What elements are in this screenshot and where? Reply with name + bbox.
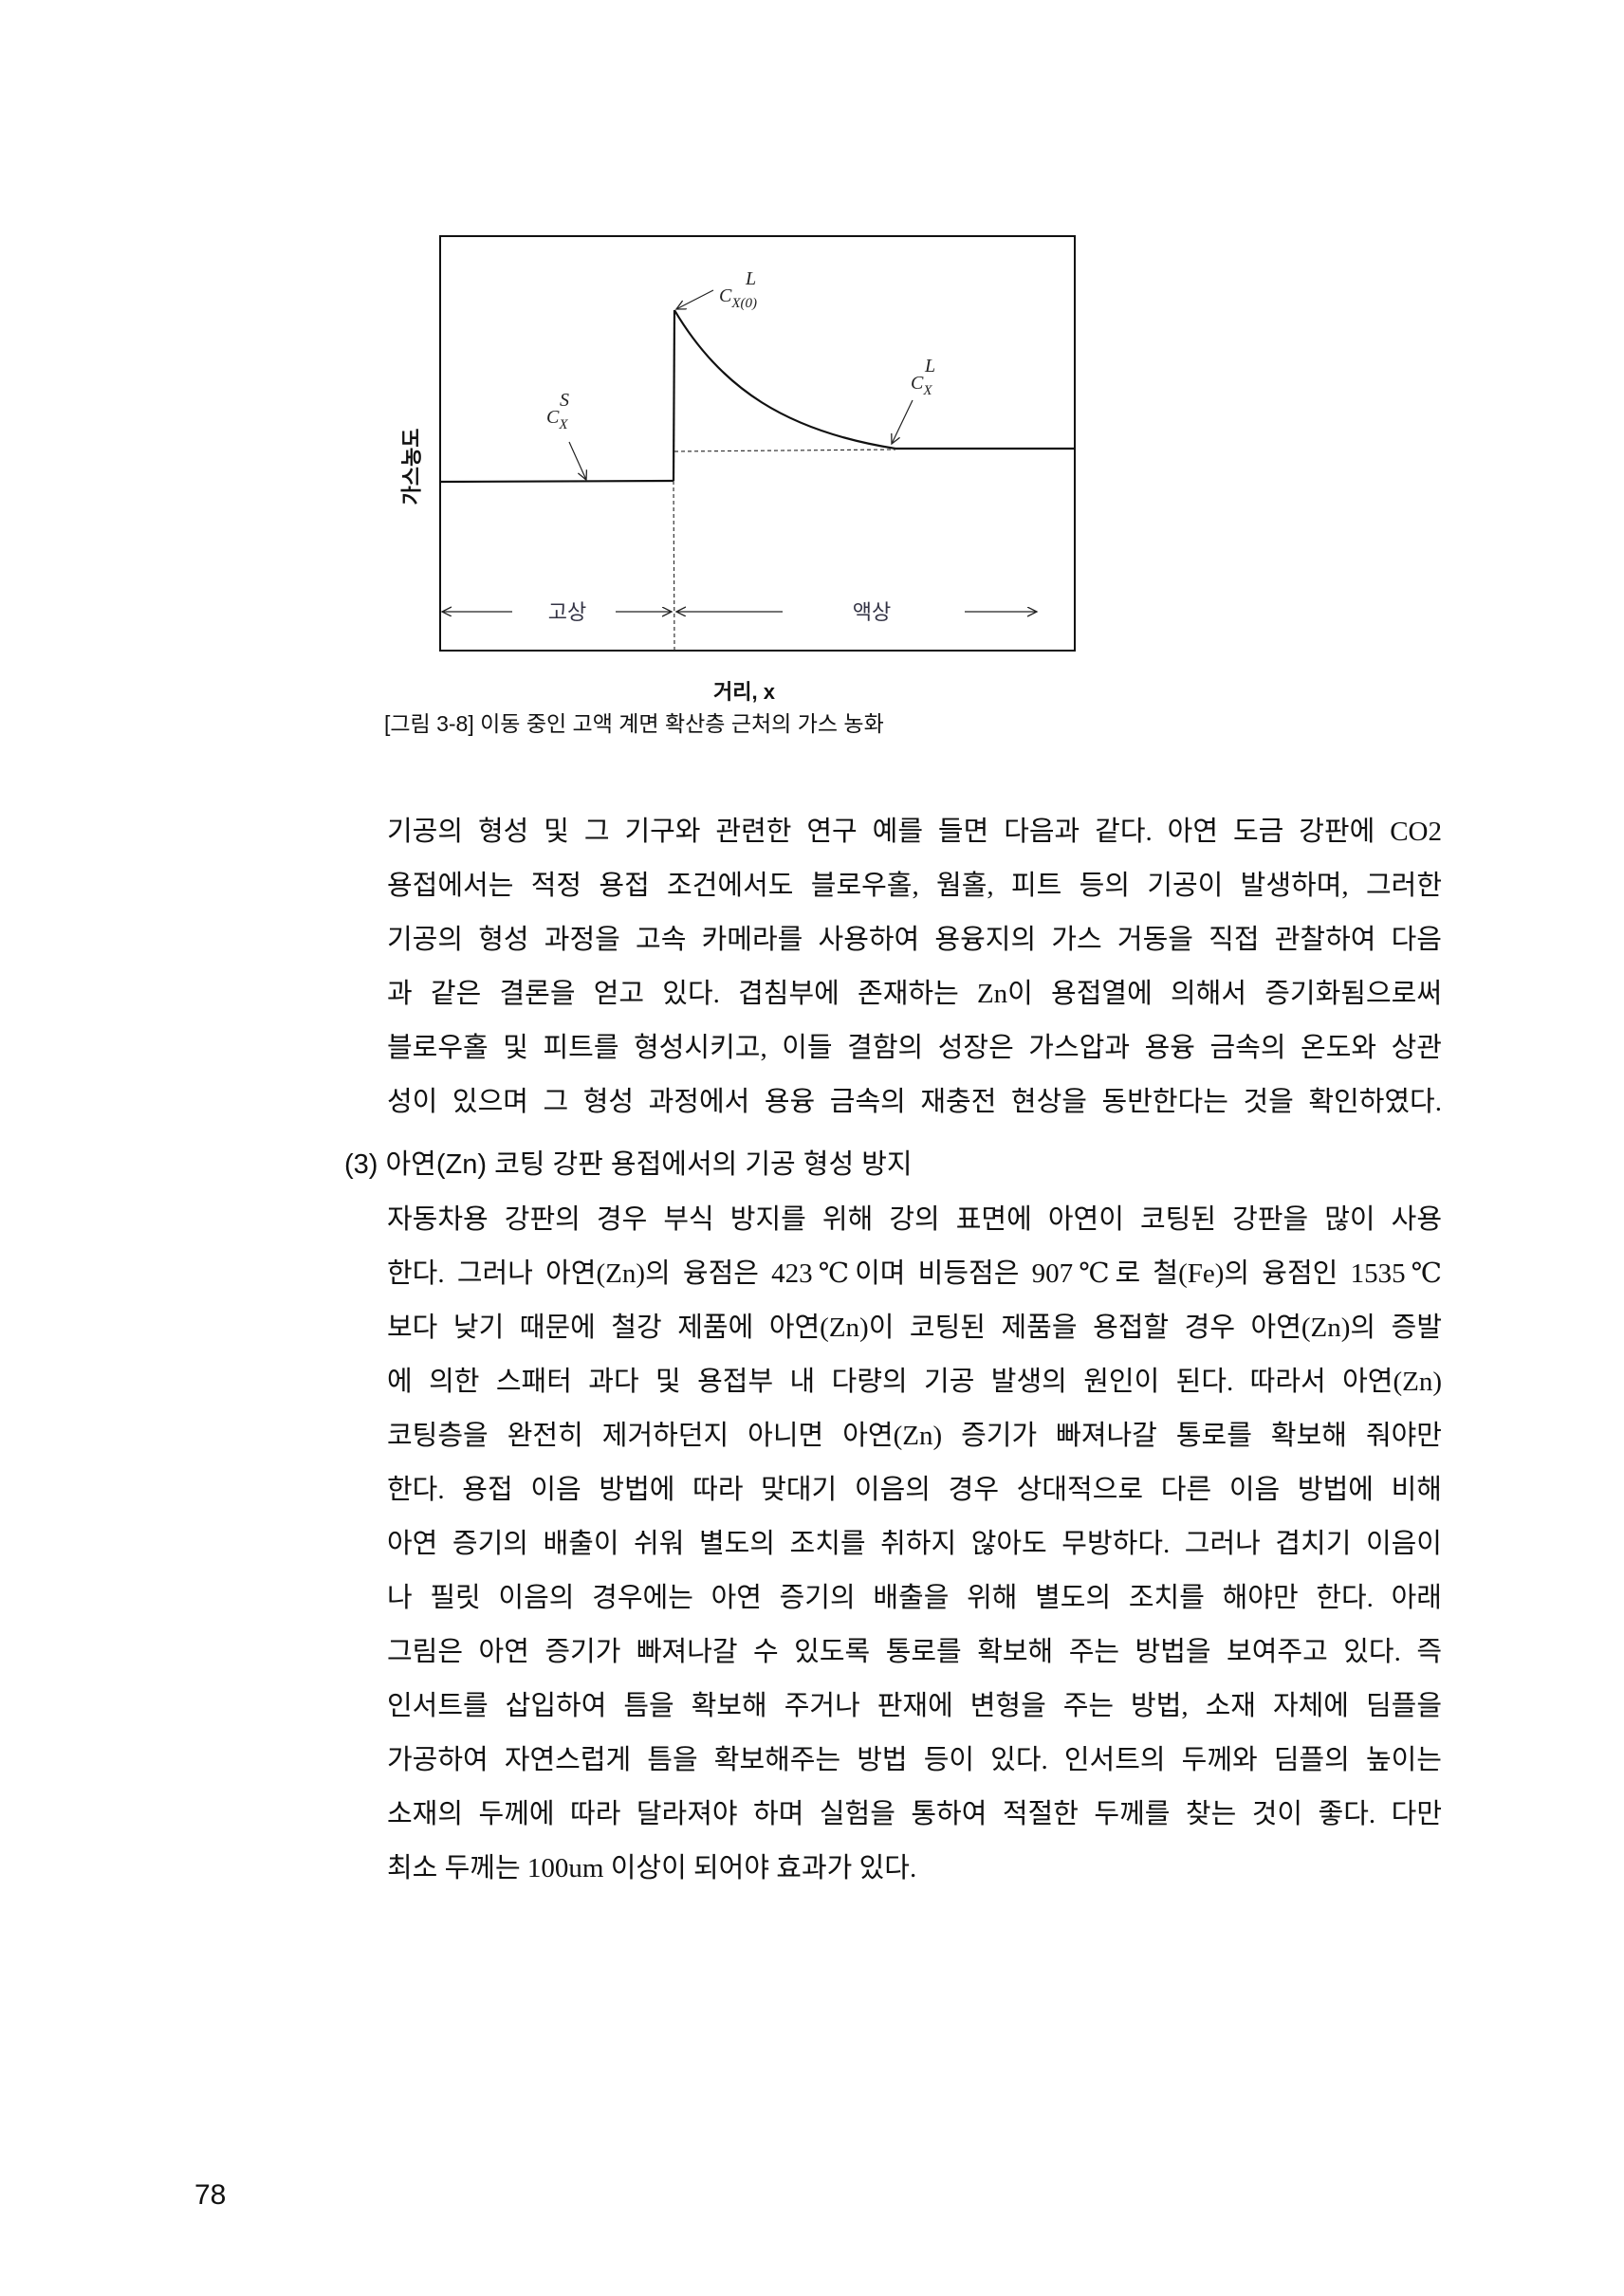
text-line: 소재의 두께에 따라 달라져야 하며 실험을 통하여 적절한 두께를 찾는 것이… bbox=[387, 1799, 1442, 1829]
text-line: 기공의 형성 및 그 기구와 관련한 연구 예를 들면 다음과 같다. 아연 도… bbox=[387, 817, 1442, 847]
label-solid: CX S bbox=[546, 390, 586, 480]
text-line: 인서트를 삽입하여 틈을 확보해 주거나 판재에 변형을 주는 방법, 소재 자… bbox=[387, 1691, 1442, 1721]
region-liquid-label: 액상 bbox=[853, 600, 891, 624]
text-line: 그림은 아연 증기가 빠져나갈 수 있도록 통로를 확보해 주는 방법을 보여주… bbox=[387, 1637, 1442, 1667]
solid-concentration-line bbox=[439, 479, 674, 484]
text-line: 과 같은 결론을 얻고 있다. 겹침부에 존재하는 Zn이 용접열에 의해서 증… bbox=[387, 979, 1442, 1009]
text-line: 가공하여 자연스럽게 틈을 확보해주는 방법 등이 있다. 인서트의 두께와 딤… bbox=[387, 1745, 1442, 1775]
text-line: 자동차용 강판의 경우 부식 방지를 위해 강의 표면에 아연이 코팅된 강판을… bbox=[387, 1204, 1442, 1235]
text-line: 에 의한 스패터 과다 및 용접부 내 다량의 기공 발생의 원인이 된다. 따… bbox=[387, 1367, 1442, 1397]
page-number: 78 bbox=[194, 2179, 227, 2211]
region-solid-label: 고상 bbox=[548, 600, 586, 624]
text-line: 용접에서는 적정 용접 조건에서도 블로우홀, 웜홀, 피트 등의 기공이 발생… bbox=[387, 871, 1442, 901]
y-axis-label: 가스농도 bbox=[399, 428, 424, 505]
text-line: 한다. 그러나 아연(Zn)의 융점은 423℃이며 비등점은 907℃로 철(… bbox=[387, 1258, 1442, 1289]
figure-caption: [그림 3-8] 이동 중인 고액 계면 확산층 근처의 가스 농화 bbox=[384, 711, 884, 736]
reference-dashed-line bbox=[674, 449, 896, 452]
svg-text:L: L bbox=[745, 268, 756, 289]
text-line: 최소 두께는 100um 이상이 되어야 효과가 있다. bbox=[387, 1853, 917, 1883]
text-line: 성이 있으며 그 형성 과정에서 용융 금속의 재충전 현상을 동반한다는 것을… bbox=[387, 1087, 1442, 1117]
svg-text:L: L bbox=[924, 356, 935, 377]
diagram-frame bbox=[439, 235, 1076, 652]
text-line: 블로우홀 및 피트를 형성시키고, 이들 결함의 성장은 가스압과 용융 금속의… bbox=[387, 1033, 1442, 1063]
liquid-decay-curve bbox=[674, 309, 896, 450]
svg-text:CX: CX bbox=[911, 373, 932, 398]
label-bulk-liquid: CX L bbox=[892, 356, 935, 444]
section-heading: (3) 아연(Zn) 코팅 강판 용접에서의 기공 형성 방지 bbox=[344, 1149, 913, 1180]
svg-text:CX: CX bbox=[546, 407, 568, 432]
svg-text:S: S bbox=[560, 390, 569, 411]
text-line: 코팅층을 완전히 제거하던지 아니면 아연(Zn) 증기가 빠져나갈 통로를 확… bbox=[387, 1421, 1442, 1451]
text-line: 기공의 형성 과정을 고속 카메라를 사용하여 용융지의 가스 거동을 직접 관… bbox=[387, 925, 1442, 955]
text-line: 한다. 용접 이음 방법에 따라 맞대기 이음의 경우 상대적으로 다른 이음 … bbox=[387, 1475, 1442, 1505]
text-line: 나 필릿 이음의 경우에는 아연 증기의 배출을 위해 별도의 조치를 해야만 … bbox=[387, 1583, 1442, 1613]
gas-concentration-diagram: 고상 액상 CX(0) L CX L CX S bbox=[439, 235, 1076, 652]
svg-text:CX(0): CX(0) bbox=[719, 285, 757, 311]
text-line: 보다 낮기 때문에 철강 제품에 아연(Zn)이 코팅된 제품을 용접할 경우 … bbox=[387, 1313, 1442, 1343]
text-line: 아연 증기의 배출이 쉬워 별도의 조치를 취하지 않아도 무방하다. 그러나 … bbox=[387, 1529, 1442, 1559]
x-axis-label: 거리, x bbox=[713, 680, 775, 704]
label-interface-liquid: CX(0) L bbox=[676, 268, 757, 311]
